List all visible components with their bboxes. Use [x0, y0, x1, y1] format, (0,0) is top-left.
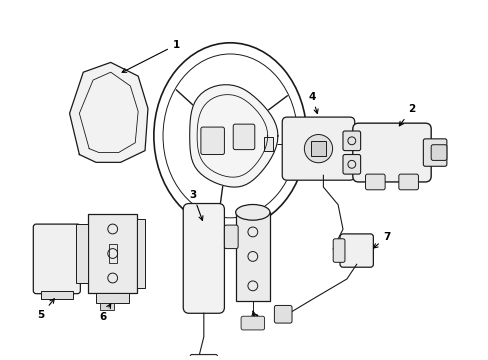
FancyBboxPatch shape: [33, 224, 80, 294]
Polygon shape: [189, 85, 277, 187]
FancyBboxPatch shape: [190, 355, 217, 360]
Text: 4: 4: [308, 92, 318, 113]
Bar: [100, 302, 113, 310]
FancyBboxPatch shape: [398, 174, 418, 190]
Ellipse shape: [235, 204, 269, 220]
FancyBboxPatch shape: [342, 131, 360, 150]
FancyBboxPatch shape: [183, 203, 224, 313]
Bar: [41, 291, 72, 298]
Text: 1: 1: [122, 40, 180, 72]
FancyBboxPatch shape: [274, 305, 291, 323]
Bar: [96, 293, 129, 302]
FancyBboxPatch shape: [241, 316, 264, 330]
Text: 5: 5: [38, 299, 54, 320]
Bar: [76, 224, 88, 283]
Text: 3: 3: [189, 190, 203, 220]
FancyBboxPatch shape: [430, 145, 446, 161]
Text: 2: 2: [399, 104, 414, 126]
Text: 6: 6: [99, 304, 110, 322]
Text: 8: 8: [251, 311, 258, 324]
FancyBboxPatch shape: [233, 124, 254, 150]
FancyBboxPatch shape: [282, 117, 354, 180]
Polygon shape: [69, 62, 148, 162]
Bar: [108, 244, 116, 263]
Text: 7: 7: [373, 232, 390, 248]
Bar: [263, 137, 273, 150]
FancyBboxPatch shape: [342, 154, 360, 174]
Circle shape: [304, 135, 332, 163]
FancyBboxPatch shape: [423, 139, 446, 166]
FancyBboxPatch shape: [224, 225, 238, 249]
Bar: [310, 141, 325, 157]
FancyBboxPatch shape: [352, 123, 430, 182]
FancyBboxPatch shape: [201, 127, 224, 154]
FancyBboxPatch shape: [339, 234, 373, 267]
Bar: [236, 212, 270, 301]
FancyBboxPatch shape: [365, 174, 385, 190]
FancyBboxPatch shape: [332, 239, 344, 262]
Bar: [137, 219, 145, 288]
Bar: [88, 214, 137, 293]
